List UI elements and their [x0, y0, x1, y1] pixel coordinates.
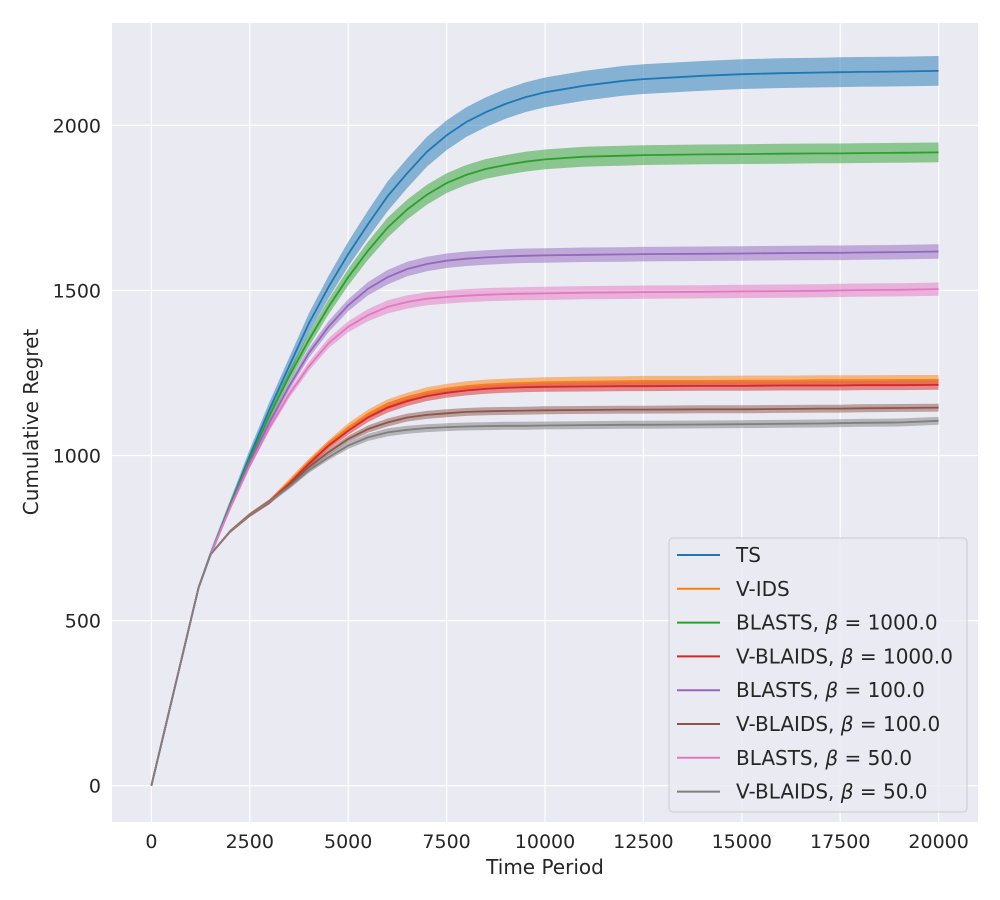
x-tick-label: 7500 [422, 831, 470, 853]
x-axis-title: Time Period [485, 855, 604, 879]
x-tick-label: 17500 [810, 831, 870, 853]
legend-label: V-BLAIDS, β = 1000.0 [736, 644, 953, 668]
y-axis-title: Cumulative Regret [19, 329, 43, 516]
y-tick-label: 2000 [53, 115, 101, 137]
legend-label: BLASTS, β = 1000.0 [736, 611, 938, 635]
legend-label: TS [735, 543, 761, 567]
x-tick-labels: 0 2500 5000 7500 10000 12500 15000 17500 20000 [145, 831, 969, 853]
legend: TS V-IDS BLASTS, β = 1000.0 V-BLAIDS, β = 1… [668, 537, 968, 813]
series-line [150, 288, 939, 786]
series-line [150, 151, 939, 786]
legend-frame [668, 537, 968, 813]
series-line [150, 419, 939, 786]
x-tick-label: 12500 [613, 831, 673, 853]
x-tick-label: 20000 [908, 831, 968, 853]
x-tick-label: 10000 [515, 831, 575, 853]
y-tick-label: 1000 [53, 446, 101, 468]
series-line [150, 250, 939, 786]
legend-label: V-BLAIDS, β = 50.0 [736, 780, 928, 804]
x-tick-label: 5000 [324, 831, 372, 853]
series-lines [150, 70, 939, 786]
legend-label: V-IDS [736, 577, 790, 601]
legend-label: BLASTS, β = 50.0 [736, 746, 912, 770]
legend-label: BLASTS, β = 100.0 [736, 678, 925, 702]
x-tick-label: 15000 [712, 831, 772, 853]
legend-label: V-BLAIDS, β = 100.0 [736, 712, 940, 736]
y-tick-label: 1500 [53, 280, 101, 302]
y-tick-labels: 0 500 1000 1500 2000 [53, 115, 101, 797]
x-tick-label: 0 [145, 831, 157, 853]
y-tick-label: 0 [89, 776, 101, 798]
x-tick-label: 2500 [226, 831, 274, 853]
y-tick-label: 500 [65, 611, 101, 633]
series-line [150, 70, 939, 786]
